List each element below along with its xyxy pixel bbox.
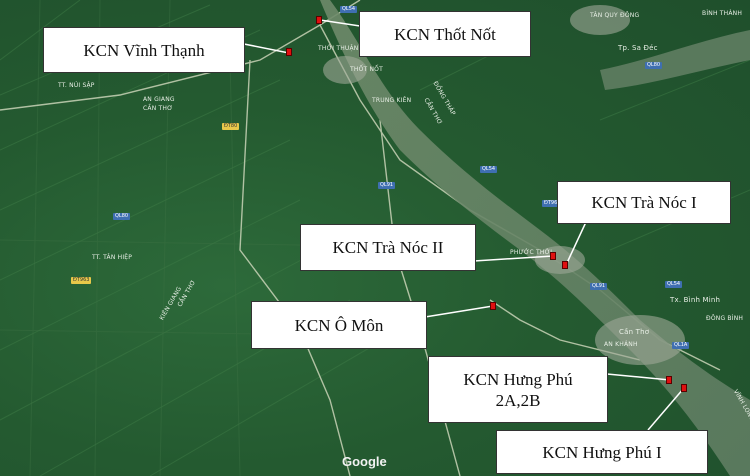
callout-tra-noc-1-label: KCN Trà Nóc I [591, 193, 697, 212]
marker-vinh-thanh[interactable] [286, 48, 292, 56]
callout-hung-phu-2-line1: KCN Hưng Phú [463, 369, 573, 389]
marker-thot-not[interactable] [316, 16, 322, 24]
road-shield-dt80: ĐT80 [222, 123, 240, 130]
callout-hung-phu-2-line2: 2A,2B [495, 390, 541, 410]
road-shield-ql54: QL54 [340, 6, 358, 13]
road-shield-ql91b: QL91 [590, 283, 608, 290]
callout-tra-noc-1: KCN Trà Nóc I [557, 181, 731, 224]
road-shield-ql80: QL80 [113, 213, 131, 220]
callout-tra-noc-2: KCN Trà Nóc II [300, 224, 476, 271]
place-label-an-giang: AN GIANG [143, 96, 175, 103]
marker-tra-noc-2[interactable] [550, 252, 556, 260]
place-label-can-tho: CẦN THƠ [143, 105, 173, 112]
place-label-phuoc-thoi: PHƯỚC THỚI [510, 249, 553, 256]
callout-o-mon-label: KCN Ô Môn [294, 315, 384, 335]
callout-tra-noc-2-label: KCN Trà Nóc II [332, 238, 444, 257]
callout-hung-phu-1: KCN Hưng Phú I [496, 430, 708, 474]
place-label-binh-minh: Tx. Bình Minh [670, 296, 721, 304]
place-label-binh-thanh: BÌNH THÀNH [702, 10, 743, 17]
road-shield-dt962: ĐT962 [542, 200, 563, 207]
road-shield-ql54c: QL54 [665, 281, 683, 288]
place-label-thoi-thuan: THỚI THUẬN [318, 45, 359, 52]
road-shield-ql91: QL91 [378, 182, 396, 189]
callout-o-mon: KCN Ô Môn [251, 301, 427, 349]
place-label-can-tho-city: Cần Thơ [619, 328, 650, 336]
place-label-sa-dec: Tp. Sa Đéc [618, 44, 658, 52]
road-shield-dt963: ĐT963 [71, 277, 92, 284]
place-label-trung-kien: TRUNG KIÊN [372, 97, 412, 104]
marker-o-mon[interactable] [490, 302, 496, 310]
marker-hung-phu-1[interactable] [681, 384, 687, 392]
place-label-an-khanh: AN KHÁNH [604, 341, 638, 348]
place-label-thot-not: THỐT NỐT [350, 66, 383, 73]
marker-hung-phu-2[interactable] [666, 376, 672, 384]
callout-hung-phu-2: KCN Hưng Phú 2A,2B [428, 356, 608, 423]
road-shield-ql80b: QL80 [645, 62, 663, 69]
google-attribution: Google [342, 454, 387, 469]
place-label-tan-quy-dong: TÂN QUY ĐÔNG [590, 12, 640, 19]
callout-vinh-thanh-label: KCN Vĩnh Thạnh [83, 40, 205, 60]
callout-thot-not: KCN Thốt Nốt [359, 11, 531, 57]
place-label-tan-hiep: TT. TÂN HIỆP [92, 254, 133, 261]
callout-thot-not-label: KCN Thốt Nốt [394, 24, 496, 44]
callout-vinh-thanh: KCN Vĩnh Thạnh [43, 27, 245, 73]
road-shield-ql1a: QL1A [672, 342, 690, 349]
road-shield-ql54b: QL54 [480, 166, 498, 173]
place-label-dong-binh: ĐÔNG BÌNH [706, 315, 744, 322]
marker-tra-noc-1[interactable] [562, 261, 568, 269]
callout-hung-phu-1-label: KCN Hưng Phú I [542, 442, 662, 462]
place-label-nui-sap: TT. NÚI SẬP [58, 82, 95, 89]
